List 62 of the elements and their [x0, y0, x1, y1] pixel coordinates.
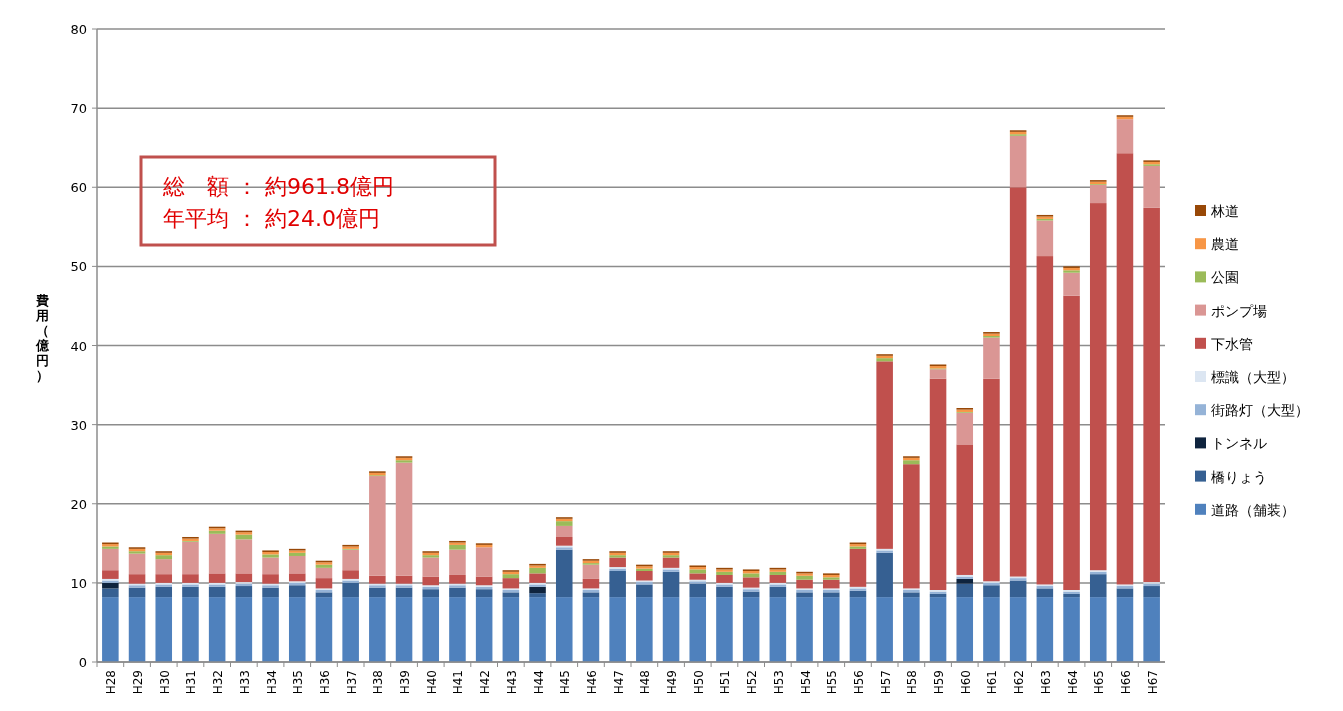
x-tick-label: H32	[211, 670, 226, 695]
x-tick-label: H63	[1038, 670, 1053, 695]
legend-label: 公園	[1211, 269, 1239, 286]
legend-label: 橋りょう	[1211, 468, 1267, 485]
x-tick-label: H61	[985, 670, 1000, 695]
x-tick-label: H46	[584, 670, 599, 695]
legend-label: 街路灯（大型）	[1211, 402, 1309, 419]
x-tick-label: H33	[237, 670, 252, 695]
x-tick-label: H50	[691, 670, 706, 695]
y-tick-label: 40	[70, 338, 87, 354]
y-tick-label: 80	[70, 22, 87, 37]
y-tick-label: 20	[70, 496, 87, 512]
x-tick-label: H31	[184, 670, 199, 695]
x-tick-label: H53	[771, 670, 786, 695]
x-tick-label: H47	[611, 670, 626, 695]
x-tick-label: H58	[905, 670, 920, 695]
x-tick-label: H49	[665, 670, 680, 695]
x-tick-label: H62	[1012, 670, 1027, 695]
x-tick-label: H59	[932, 670, 947, 695]
legend-label: 下水管	[1211, 335, 1253, 352]
x-tick-label: H66	[1118, 670, 1133, 695]
x-tick-label: H57	[878, 670, 893, 695]
x-tick-label: H30	[157, 670, 172, 695]
legend-label: トンネル	[1211, 435, 1267, 452]
x-tick-label: H60	[958, 670, 973, 695]
y-tick-label: 10	[70, 575, 87, 591]
x-tick-label: H48	[638, 670, 653, 695]
y-tick-label: 30	[70, 417, 87, 433]
x-tick-label: H54	[798, 670, 813, 695]
x-tick-label: H67	[1145, 670, 1160, 695]
x-tick-label: H42	[478, 670, 493, 695]
x-tick-label: H51	[718, 670, 733, 695]
annotation: 総 額 ： 約961.8億円	[162, 174, 394, 199]
legend-label: 標識（大型）	[1211, 369, 1295, 385]
x-tick-label: H44	[531, 670, 546, 695]
x-tick-label: H64	[1065, 670, 1080, 695]
x-tick-label: H39	[398, 670, 413, 695]
y-tick-label: 50	[70, 259, 87, 275]
y-tick-label: 0	[78, 655, 87, 670]
x-tick-label: H36	[317, 670, 332, 695]
legend-label: 道路（舗装）	[1211, 501, 1295, 518]
y-tick-label: 70	[70, 101, 87, 117]
x-tick-label: H55	[825, 670, 840, 695]
x-tick-label: H45	[558, 670, 573, 695]
annotation: 年平均 ： 約24.0億円	[163, 206, 380, 231]
legend-label: 農道	[1211, 236, 1239, 253]
x-tick-label: H29	[131, 670, 146, 695]
x-tick-label: H35	[291, 670, 306, 695]
y-axis-title: 費用（億円）	[34, 293, 50, 383]
legend-label: ポンプ場	[1211, 302, 1267, 319]
x-tick-label: H52	[745, 670, 760, 695]
x-tick-label: H38	[371, 670, 386, 695]
x-tick-label: H65	[1092, 670, 1107, 695]
x-tick-label: H28	[104, 670, 119, 695]
y-tick-label: 60	[70, 180, 87, 196]
x-tick-label: H40	[424, 670, 439, 695]
x-tick-label: H43	[504, 670, 519, 695]
x-tick-label: H41	[451, 670, 466, 695]
x-tick-label: H56	[851, 670, 866, 695]
x-tick-label: H34	[264, 670, 279, 695]
x-tick-label: H37	[344, 670, 359, 695]
legend-label: 林道	[1210, 203, 1239, 219]
